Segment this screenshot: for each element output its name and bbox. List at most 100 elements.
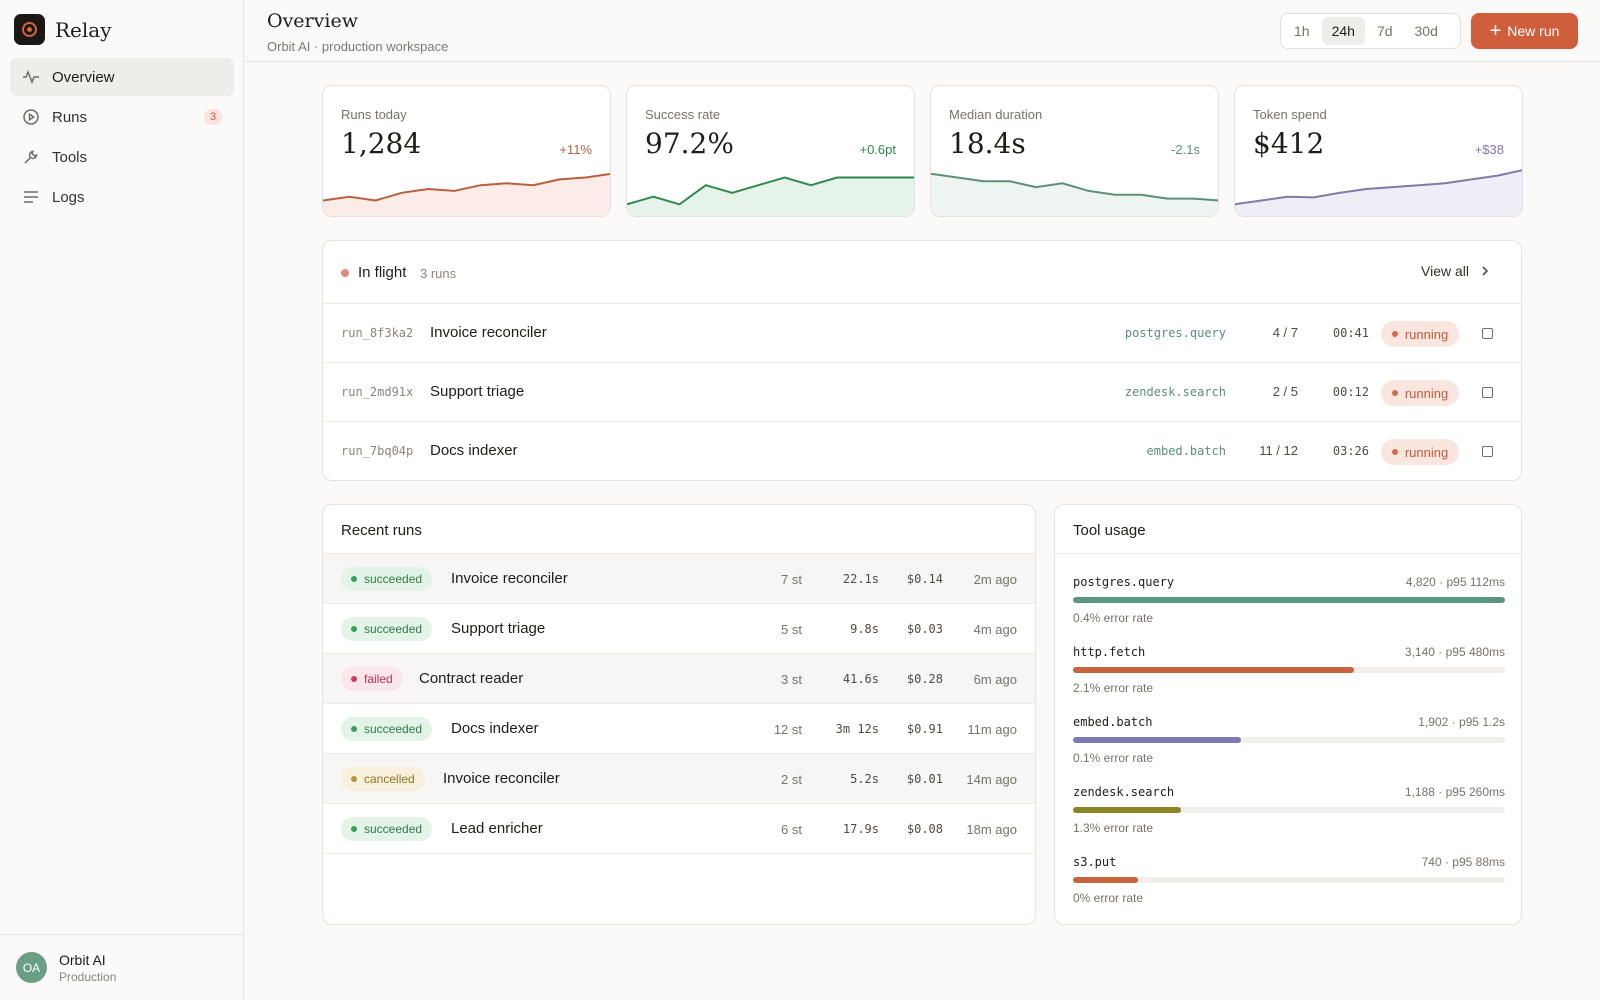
usage-bar-fill	[1073, 807, 1181, 813]
stop-icon[interactable]	[1482, 387, 1493, 398]
sidebar-item-overview[interactable]: Overview	[10, 58, 234, 96]
step-count: 6 st	[781, 822, 802, 837]
run-duration: 9.8s	[850, 622, 879, 636]
table-row[interactable]: succeeded Support triage 5 st 9.8s $0.03 4m a…	[323, 604, 1035, 654]
table-row[interactable]: failed Contract reader 3 st 41.6s $0.28 6m ag…	[323, 654, 1035, 704]
stop-icon[interactable]	[1482, 446, 1493, 457]
sidebar: Relay Overview Runs 3 Tools Logs OA Orbi…	[0, 0, 244, 1000]
elapsed-time: 00:41	[1332, 326, 1369, 340]
range-7d-button[interactable]: 7d	[1376, 23, 1393, 39]
tool-usage-item[interactable]: embed.batch 1,902 · p95 1.2s 0.1% error ra…	[1073, 715, 1505, 775]
list-icon	[24, 191, 38, 203]
sidebar-item-label: Tools	[52, 148, 88, 166]
in-flight-row[interactable]: run_2md91x Support triage zendesk.search 2 …	[323, 363, 1521, 422]
view-all-link[interactable]: View all	[1421, 263, 1491, 279]
run-time-ago: 14m ago	[966, 772, 1017, 787]
run-time-ago: 4m ago	[973, 622, 1017, 637]
avatar: OA	[16, 952, 47, 983]
stat-delta: +$38	[1474, 142, 1504, 157]
page-subtitle: Orbit AI · production workspace	[267, 39, 449, 54]
usage-bar-fill	[1073, 597, 1505, 603]
run-id: run_2md91x	[341, 385, 414, 399]
status-badge: succeeded	[341, 817, 433, 841]
error-rate: 2.1% error rate	[1073, 681, 1154, 695]
table-row[interactable]: succeeded Lead enricher 6 st 17.9s $0.08 18m …	[323, 804, 1035, 854]
table-row[interactable]: succeeded Docs indexer 12 st 3m 12s $0.91 11m…	[323, 704, 1035, 754]
status-label: running	[1404, 385, 1449, 401]
tool-name: zendesk.search	[1073, 785, 1175, 799]
page-header: Overview Orbit AI · production workspace…	[245, 0, 1600, 62]
status-dot-icon	[351, 676, 357, 682]
stat-value: 18.4s	[949, 127, 1026, 160]
play-circle-icon	[23, 109, 39, 125]
run-time-ago: 18m ago	[966, 822, 1017, 837]
step-count: 12 st	[773, 722, 802, 737]
run-duration: 5.2s	[850, 772, 879, 786]
workspace-switcher[interactable]: OA Orbit AI Production	[0, 934, 243, 1000]
stat-card[interactable]: Median duration 18.4s -2.1s	[930, 85, 1219, 217]
in-flight-count: 3 runs	[420, 266, 457, 281]
sidebar-item-tools[interactable]: Tools	[10, 138, 234, 176]
app-name: Relay	[55, 17, 112, 42]
usage-bar-track	[1073, 667, 1505, 673]
elapsed-time: 03:26	[1332, 444, 1369, 458]
status-dot-icon	[351, 776, 357, 782]
table-row[interactable]: cancelled Invoice reconciler 2 st 5.2s $0.01…	[323, 754, 1035, 804]
sidebar-item-runs[interactable]: Runs 3	[10, 98, 234, 136]
in-flight-row[interactable]: run_8f3ka2 Invoice reconciler postgres.que…	[323, 304, 1521, 363]
run-id: run_8f3ka2	[341, 326, 414, 340]
tool-usage-item[interactable]: zendesk.search 1,188 · p95 260ms 1.3% erro…	[1073, 785, 1505, 845]
run-id: run_7bq04p	[341, 444, 414, 458]
range-24h-button[interactable]: 24h	[1321, 17, 1365, 45]
sidebar-item-logs[interactable]: Logs	[10, 178, 234, 216]
status-label: succeeded	[364, 722, 423, 736]
status-label: succeeded	[364, 572, 423, 586]
tool-usage-item[interactable]: postgres.query 4,820 · p95 112ms 0.4% erro…	[1073, 575, 1505, 635]
run-duration: 41.6s	[842, 672, 879, 686]
error-rate: 0% error rate	[1073, 891, 1144, 905]
status-label: succeeded	[364, 622, 423, 636]
sidebar-item-label: Overview	[52, 68, 115, 86]
status-label: running	[1404, 444, 1449, 460]
status-label: cancelled	[364, 772, 415, 786]
relay-logo-icon	[14, 14, 45, 45]
stat-delta: -2.1s	[1171, 142, 1200, 157]
status-dot-icon	[351, 826, 357, 832]
tool-stats: 1,188 · p95 260ms	[1404, 785, 1505, 799]
in-flight-title: In flight	[358, 264, 407, 281]
tool-stats: 3,140 · p95 480ms	[1404, 645, 1505, 659]
stat-card[interactable]: Success rate 97.2% +0.6pt	[626, 85, 915, 217]
tool-usage-item[interactable]: s3.put 740 · p95 88ms 0% error rate	[1073, 855, 1505, 915]
chevron-right-icon	[1482, 266, 1489, 276]
run-time-ago: 2m ago	[973, 572, 1017, 587]
table-row[interactable]: succeeded Invoice reconciler 7 st 22.1s $0.1…	[323, 554, 1035, 604]
run-name: Support triage	[430, 383, 525, 400]
stat-card[interactable]: Runs today 1,284 +11%	[322, 85, 611, 217]
status-dot-icon	[1391, 390, 1398, 396]
in-flight-row[interactable]: run_7bq04p Docs indexer embed.batch 11 / 12…	[323, 422, 1521, 480]
run-cost: $0.03	[906, 622, 943, 636]
elapsed-time: 00:12	[1332, 385, 1369, 399]
stop-icon[interactable]	[1482, 328, 1493, 339]
tool-stats: 4,820 · p95 112ms	[1405, 575, 1505, 589]
run-name: Invoice reconciler	[451, 570, 568, 587]
step-count: 2 st	[781, 772, 802, 787]
stat-delta: +0.6pt	[859, 142, 896, 157]
run-name: Invoice reconciler	[443, 770, 560, 787]
tool-usage-item[interactable]: http.fetch 3,140 · p95 480ms 2.1% error ra…	[1073, 645, 1505, 705]
usage-bar-fill	[1073, 737, 1242, 743]
sparkline-area	[323, 173, 610, 216]
run-time-ago: 11m ago	[967, 722, 1017, 737]
range-30d-button[interactable]: 30d	[1414, 23, 1438, 39]
brand[interactable]: Relay	[14, 14, 112, 45]
run-cost: $0.08	[906, 822, 943, 836]
new-run-label: New run	[1507, 23, 1560, 39]
status-dot-icon	[351, 626, 357, 632]
status-dot-icon	[351, 726, 357, 732]
stat-card[interactable]: Token spend $412 +$38	[1234, 85, 1523, 217]
range-1h-button[interactable]: 1h	[1294, 23, 1310, 39]
stat-value: 1,284	[341, 127, 422, 160]
sparkline	[931, 172, 1218, 216]
stat-value: 97.2%	[645, 127, 734, 160]
new-run-button[interactable]: + New run	[1471, 13, 1578, 49]
